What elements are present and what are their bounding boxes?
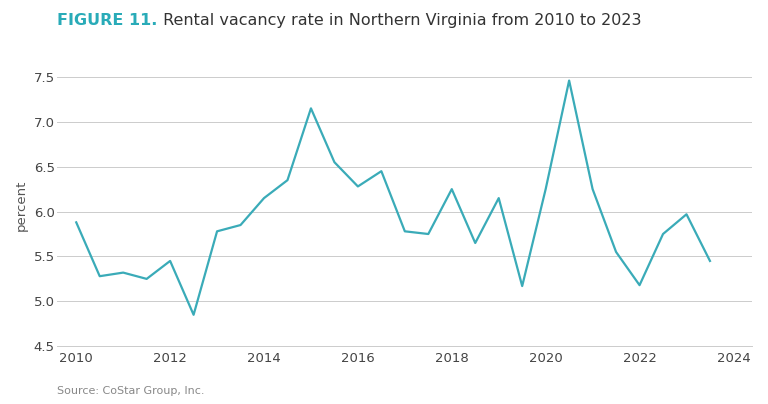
Text: Rental vacancy rate in Northern Virginia from 2010 to 2023: Rental vacancy rate in Northern Virginia…: [158, 13, 641, 28]
Y-axis label: percent: percent: [15, 179, 28, 231]
Text: FIGURE 11.: FIGURE 11.: [58, 13, 158, 28]
Text: Source: CoStar Group, Inc.: Source: CoStar Group, Inc.: [58, 386, 205, 396]
